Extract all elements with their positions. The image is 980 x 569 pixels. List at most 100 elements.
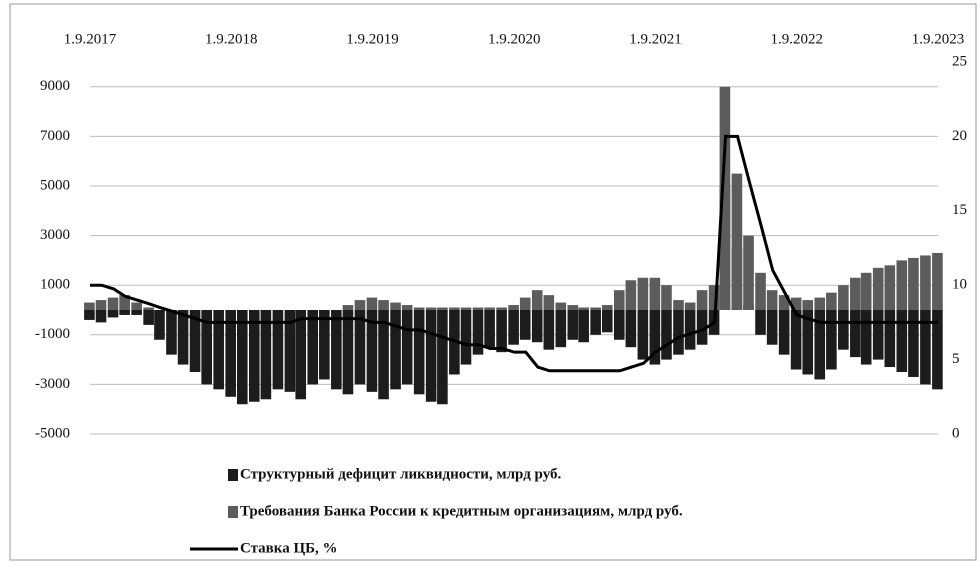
bar (872, 267, 884, 310)
y2-tick-label: 20 (952, 128, 967, 144)
bar (920, 310, 931, 385)
bar (449, 307, 460, 310)
bar (331, 310, 342, 390)
bar (248, 310, 260, 402)
bar (790, 297, 802, 310)
bar (166, 310, 177, 355)
x-tick-label: 1.9.2020 (488, 31, 541, 47)
bar (932, 310, 943, 390)
bar (708, 285, 720, 310)
bar (649, 277, 661, 310)
bar (731, 173, 743, 310)
bar (189, 310, 201, 372)
legend-label: Требования Банка России к кредитным орга… (240, 503, 683, 519)
bar (613, 290, 625, 310)
bar (131, 302, 142, 310)
bar (543, 310, 555, 350)
bar (696, 290, 708, 310)
bar (778, 295, 790, 310)
bar (578, 310, 589, 343)
bar (625, 280, 637, 310)
bar (390, 302, 401, 310)
bar (826, 310, 837, 370)
y-tick-label: 3000 (40, 227, 70, 243)
bar (342, 310, 354, 395)
y2-tick-label: 0 (952, 425, 960, 441)
bar (778, 310, 790, 355)
bar (661, 310, 672, 360)
bar (850, 310, 861, 358)
bar (425, 307, 437, 310)
bar (719, 86, 731, 310)
bar (649, 310, 661, 365)
bar (284, 310, 296, 392)
legend-swatch (228, 506, 238, 518)
bar (295, 310, 307, 400)
y-tick-label: 5000 (40, 177, 70, 193)
x-tick-label: 1.9.2018 (205, 31, 258, 47)
bar (84, 310, 95, 320)
bar (802, 310, 814, 375)
y-tick-label: 7000 (40, 128, 70, 144)
bar (201, 310, 212, 385)
bar (260, 310, 272, 400)
bar (225, 310, 236, 397)
bar (531, 290, 543, 310)
x-tick-label: 1.9.2023 (912, 31, 965, 47)
y-tick-label: 1000 (40, 277, 70, 293)
bar (908, 257, 919, 310)
bar (908, 310, 919, 377)
bar (578, 307, 589, 310)
bar (567, 310, 579, 340)
bar (131, 310, 142, 315)
y-tick-label: -3000 (35, 376, 70, 392)
bar (496, 310, 507, 353)
bar (684, 302, 696, 310)
rate-line (90, 134, 938, 373)
bar (637, 277, 649, 310)
y-tick-label: -5000 (35, 425, 70, 441)
y-tick-label: -1000 (35, 326, 70, 342)
bar (413, 310, 425, 395)
bar (401, 310, 413, 385)
bar (850, 277, 861, 310)
bar (366, 297, 378, 310)
bar (437, 307, 448, 310)
bar (143, 307, 154, 310)
bar (601, 305, 613, 310)
bar (860, 310, 872, 365)
bar (590, 307, 601, 310)
bar (555, 302, 567, 310)
bar (826, 292, 837, 310)
bar (236, 310, 248, 405)
bar (119, 310, 130, 315)
bar (932, 252, 943, 310)
bar (814, 297, 826, 310)
bar (613, 310, 625, 340)
legend-swatch (228, 469, 238, 481)
y-tick-label: 9000 (40, 78, 70, 94)
bar (84, 302, 95, 310)
bar (814, 310, 826, 380)
bar (696, 310, 708, 345)
bar (484, 310, 495, 348)
bar (95, 310, 107, 323)
bar (790, 310, 802, 370)
x-tick-label: 1.9.2021 (629, 31, 682, 47)
bar (590, 310, 601, 335)
bar (378, 310, 389, 400)
bar (107, 297, 119, 310)
y2-tick-label: 15 (952, 202, 967, 218)
bar (661, 285, 672, 310)
x-tick-label: 1.9.2017 (64, 31, 117, 47)
bar (766, 290, 778, 310)
bar (755, 310, 766, 335)
bar (838, 285, 849, 310)
y2-tick-label: 5 (952, 351, 960, 367)
bar (755, 272, 766, 310)
bar (354, 300, 366, 310)
bar (319, 310, 330, 380)
bar (366, 310, 378, 392)
bar (884, 265, 896, 310)
